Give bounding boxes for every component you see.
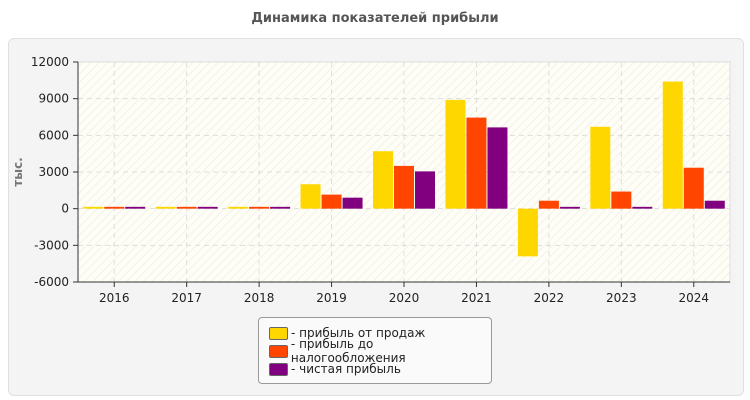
bar-2020-series-3 <box>415 171 435 209</box>
bar-2019-series-1 <box>300 184 321 209</box>
bar-2020-series-2 <box>394 165 414 209</box>
bar-2023-series-2 <box>611 191 632 209</box>
bar-2016-series-1 <box>83 206 104 209</box>
x-tick-label: 2019 <box>316 291 347 305</box>
legend-label: - чистая прибыль <box>291 362 401 376</box>
legend-swatch <box>269 362 288 376</box>
x-tick-label: 2022 <box>534 291 565 305</box>
bar-2023-series-3 <box>632 206 653 209</box>
y-tick-label: 9000 <box>38 92 69 106</box>
y-tick-label: 3000 <box>38 165 69 179</box>
legend: - прибыль от продаж - прибыль до налогооб… <box>258 317 492 384</box>
bar-2022-series-3 <box>559 206 580 209</box>
legend-label: - прибыль до налогообложения <box>290 337 406 365</box>
bar-2019-series-3 <box>342 197 363 209</box>
bar-2018-series-2 <box>249 206 270 209</box>
bar-2024-series-1 <box>662 81 683 209</box>
bar-2021-series-3 <box>487 127 508 209</box>
bar-2019-series-2 <box>321 194 342 209</box>
y-tick-label: -6000 <box>34 275 69 289</box>
legend-item[interactable]: - чистая прибыль <box>269 361 401 377</box>
y-tick-label: 12000 <box>31 55 69 69</box>
bar-2021-series-1 <box>445 99 466 209</box>
chart-title: Динамика показателей прибыли <box>251 11 499 26</box>
x-tick-label: 2020 <box>389 291 420 305</box>
bar-2020-series-1 <box>373 151 393 209</box>
x-tick-label: 2016 <box>99 291 130 305</box>
x-tick-label: 2024 <box>679 291 710 305</box>
legend-swatch <box>269 326 288 340</box>
bar-2022-series-2 <box>538 200 559 209</box>
legend-swatch <box>269 344 288 358</box>
x-tick-label: 2018 <box>244 291 275 305</box>
y-tick-label: 0 <box>61 202 69 216</box>
bar-2022-series-1 <box>517 208 538 257</box>
bar-2016-series-3 <box>125 206 146 209</box>
y-axis-label: тыс. <box>11 157 25 186</box>
legend-item[interactable]: - прибыль до налогообложения <box>269 337 491 365</box>
bar-2024-series-3 <box>704 200 725 209</box>
bar-2024-series-2 <box>683 167 704 209</box>
x-tick-label: 2017 <box>171 291 202 305</box>
legend-label: - прибыль от продаж <box>291 326 426 340</box>
y-tick-label: -3000 <box>34 238 69 252</box>
bar-2017-series-2 <box>176 206 197 209</box>
x-tick-label: 2023 <box>606 291 637 305</box>
x-tick-label: 2021 <box>461 291 492 305</box>
bar-2016-series-2 <box>104 206 125 209</box>
bar-2018-series-3 <box>270 206 291 209</box>
bar-2021-series-2 <box>466 117 487 209</box>
bar-2017-series-1 <box>155 206 176 209</box>
y-tick-label: 6000 <box>38 128 69 142</box>
bar-2023-series-1 <box>590 126 611 209</box>
legend-item[interactable]: - прибыль от продаж <box>269 325 425 341</box>
bar-2018-series-1 <box>228 206 249 209</box>
bar-2017-series-3 <box>197 206 218 209</box>
